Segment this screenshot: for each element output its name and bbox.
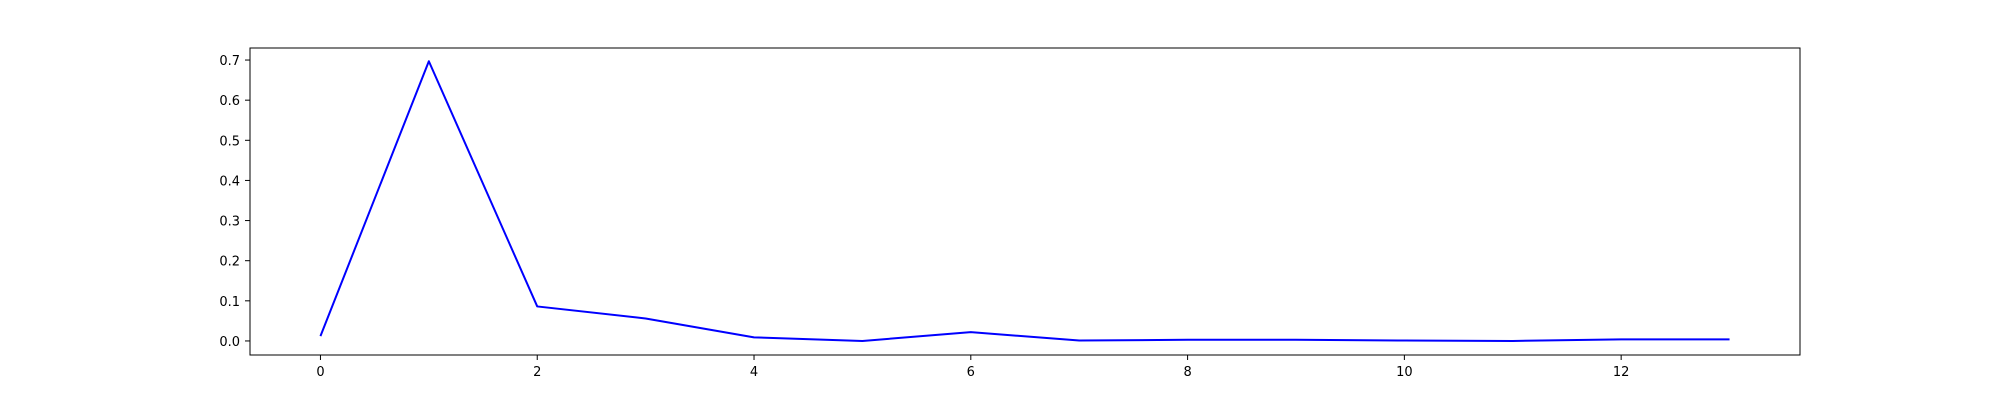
y-axis: 0.0 0.1 0.2 0.3 0.4 0.5 0.6 0.7	[219, 54, 250, 350]
y-tick-label: 0.6	[219, 94, 240, 109]
plot-frame	[249, 47, 1801, 356]
series-line	[319, 60, 1730, 342]
x-tick-label: 12	[1613, 365, 1630, 380]
x-tick-label: 6	[967, 365, 975, 380]
y-tick-label: 0.5	[219, 134, 240, 149]
x-axis: 0 2 4 6 8 10 12	[316, 355, 1629, 380]
y-tick-label: 0.3	[219, 215, 240, 230]
x-tick-label: 2	[533, 365, 541, 380]
x-tick-label: 8	[1183, 365, 1191, 380]
plot-area	[249, 47, 1801, 356]
y-tick-label: 0.2	[219, 255, 240, 270]
y-tick-label: 0.0	[219, 335, 240, 350]
y-tick-label: 0.7	[219, 54, 240, 69]
y-tick-label: 0.1	[219, 295, 240, 310]
x-tick-label: 0	[316, 365, 324, 380]
y-tick-label: 0.4	[219, 174, 240, 189]
x-tick-label: 4	[750, 365, 758, 380]
x-tick-label: 10	[1396, 365, 1413, 380]
